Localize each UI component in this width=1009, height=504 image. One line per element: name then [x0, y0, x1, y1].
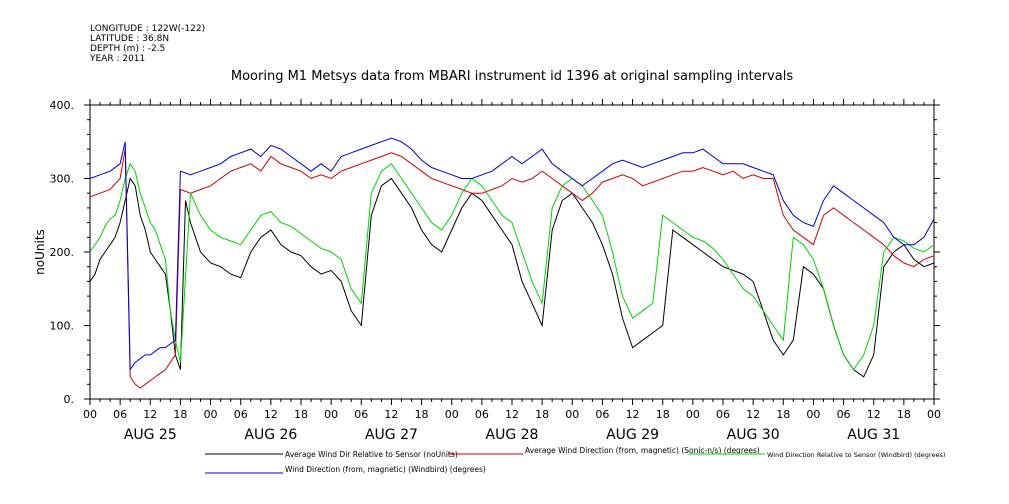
x-tick-label: 18: [173, 408, 187, 421]
meta-year: YEAR : 2011: [89, 54, 145, 64]
x-tick-label: 18: [294, 408, 308, 421]
plot-frame: [89, 104, 935, 400]
x-tick-label: 00: [204, 408, 218, 421]
legend: Average Wind Dir Relative to Sensor (noU…: [205, 446, 945, 474]
x-tick-label: 12: [626, 408, 640, 421]
x-tick-label: 06: [837, 408, 851, 421]
legend-label-red-text: Average Wind Direction (from, magnetic) …: [525, 446, 760, 455]
day-labels: AUG 25 AUG 26 AUG 27 AUG 28 AUG 29 AUG 30 AUG …: [124, 427, 900, 443]
axis-ticks: [84, 99, 940, 405]
series-lines: [89, 137, 935, 389]
legend-label-green: Wind Direction Relative to Sensor (Windb…: [767, 451, 945, 459]
x-tick-label: 06: [234, 408, 248, 421]
day-label: AUG 27: [365, 427, 418, 443]
series-line-0: [89, 177, 935, 378]
meta-latitude: LATITUDE : 36.8N: [90, 34, 169, 44]
day-label: AUG 28: [486, 427, 539, 443]
x-tick-label: 00: [565, 408, 579, 421]
y-tick-labels: 0. 100. 200. 300. 400.: [50, 99, 75, 406]
legend-label-blue: Wind Direction (from, magnetic) (Windbir…: [285, 465, 486, 474]
y-tick-label: 400.: [50, 99, 75, 112]
x-tick-label: 06: [113, 408, 127, 421]
legend-label-black: Average Wind Dir Relative to Sensor (noU…: [285, 450, 458, 459]
y-tick-label: 200.: [50, 246, 75, 259]
x-tick-label: 18: [897, 408, 911, 421]
series-line-2: [89, 162, 935, 371]
x-tick-label: 00: [686, 408, 700, 421]
meta-depth: DEPTH (m) : -2.5: [90, 44, 165, 54]
day-label: AUG 30: [727, 427, 780, 443]
meta-longitude: LONGITUDE : 122W(-122): [90, 24, 205, 34]
x-tick-label: 06: [475, 408, 489, 421]
day-label: AUG 26: [244, 427, 297, 443]
day-label: AUG 29: [606, 427, 659, 443]
x-tick-label: 06: [716, 408, 730, 421]
x-tick-label: 18: [415, 408, 429, 421]
x-tick-label: 00: [806, 408, 820, 421]
y-tick-label: 100.: [50, 320, 75, 333]
x-tick-label: 12: [264, 408, 278, 421]
x-tick-label: 00: [445, 408, 459, 421]
x-tick-labels: 00 06 12 18 00 06 12 18 00 06 12 18 00 06 12 18 00 06 12 18…: [83, 408, 941, 421]
chart-title: Mooring M1 Metsys data from MBARI instru…: [231, 69, 793, 84]
legend-label-red: Average Wind Direction (from, magnetic) …: [525, 446, 760, 455]
y-axis-label: noUnits: [33, 229, 47, 275]
y-tick-label: 0.: [64, 393, 75, 406]
x-tick-label: 12: [746, 408, 760, 421]
x-tick-label: 12: [384, 408, 398, 421]
day-label: AUG 31: [847, 427, 900, 443]
x-tick-label: 06: [595, 408, 609, 421]
x-tick-label: 18: [656, 408, 670, 421]
series-line-1: [89, 149, 935, 389]
x-tick-label: 00: [324, 408, 338, 421]
y-tick-label: 300.: [50, 173, 75, 186]
x-tick-label: 12: [867, 408, 881, 421]
x-tick-label: 00: [927, 408, 941, 421]
day-label: AUG 25: [124, 427, 177, 443]
x-tick-label: 06: [354, 408, 368, 421]
metadata-block: LONGITUDE : 122W(-122) LATITUDE : 36.8N …: [89, 24, 205, 64]
x-tick-label: 18: [535, 408, 549, 421]
series-line-3: [89, 137, 935, 372]
x-tick-label: 12: [505, 408, 519, 421]
x-tick-label: 12: [143, 408, 157, 421]
x-tick-label: 00: [83, 408, 97, 421]
x-tick-label: 18: [776, 408, 790, 421]
